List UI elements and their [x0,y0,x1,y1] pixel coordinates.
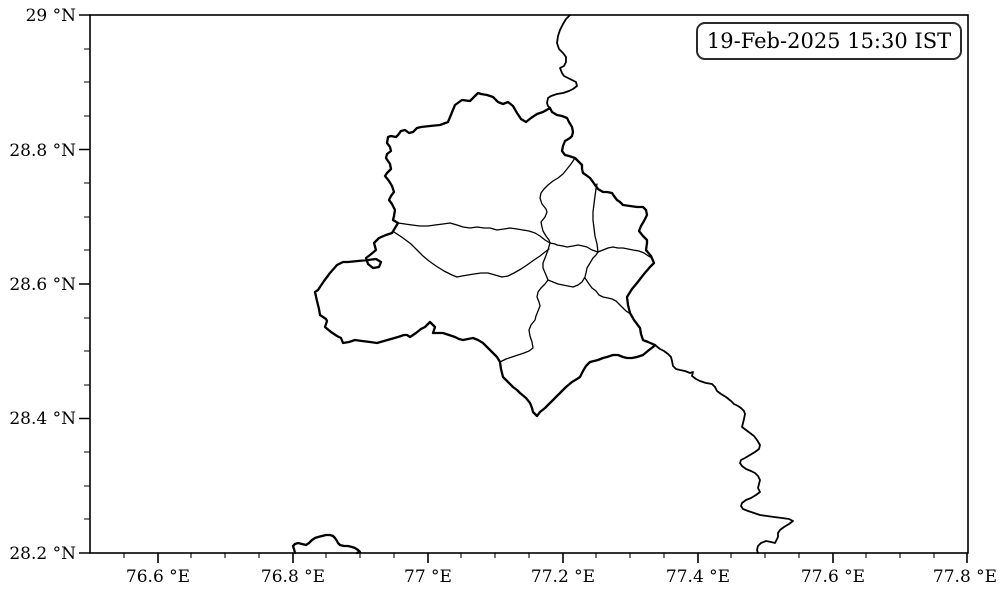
delhi-district-map [291,14,794,555]
district-spur-north [592,183,599,253]
timestamp-label: 19-Feb-2025 15:30 IST [706,29,952,53]
y-tick-label: 29 °N [26,6,77,26]
delhi-outer-boundary [313,91,657,418]
x-tick-label: 76.8 °E [261,567,325,587]
district-line-south [499,279,549,363]
yamuna-river-city [539,157,576,244]
y-tick-label: 28.2 °N [9,544,76,564]
y-tick-label: 28.6 °N [9,275,76,295]
new-delhi-district-polygon [542,242,599,288]
y-minor-ticks [84,48,90,520]
district-line-north [397,222,551,244]
y-axis-tick-labels: 29 °N 28.8 °N 28.6 °N 28.4 °N 28.2 °N [9,6,76,564]
x-tick-label: 77.8 °E [933,567,997,587]
x-minor-ticks [123,553,935,558]
x-tick-label: 77.4 °E [666,567,730,587]
y-tick-label: 28.8 °N [9,141,76,161]
district-spur-east [597,246,651,258]
y-tick-label: 28.4 °N [9,409,76,429]
district-line-mid [393,231,550,278]
yamuna-river-upper [546,14,578,109]
yamuna-river-lower [654,344,794,554]
x-tick-label: 76.6 °E [126,567,190,587]
y-major-ticks [79,14,90,554]
x-tick-label: 77.2 °E [531,567,595,587]
x-tick-label: 77 °E [404,567,452,587]
x-axis-ticks [123,553,968,563]
x-major-ticks [157,553,968,563]
timestamp-box: 19-Feb-2025 15:30 IST [696,22,962,60]
plot-frame [89,14,969,554]
y-axis-ticks [79,14,90,554]
x-axis-tick-labels: 76.6 °E 76.8 °E 77 °E 77.2 °E 77.4 °E 77… [126,567,997,587]
x-tick-label: 77.6 °E [801,567,865,587]
south-boundary-fragment [291,533,362,555]
district-spur-southeast [584,277,630,314]
